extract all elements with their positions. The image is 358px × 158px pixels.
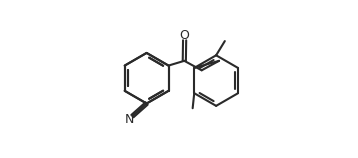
Text: N: N (124, 112, 134, 126)
Text: O: O (180, 29, 189, 42)
